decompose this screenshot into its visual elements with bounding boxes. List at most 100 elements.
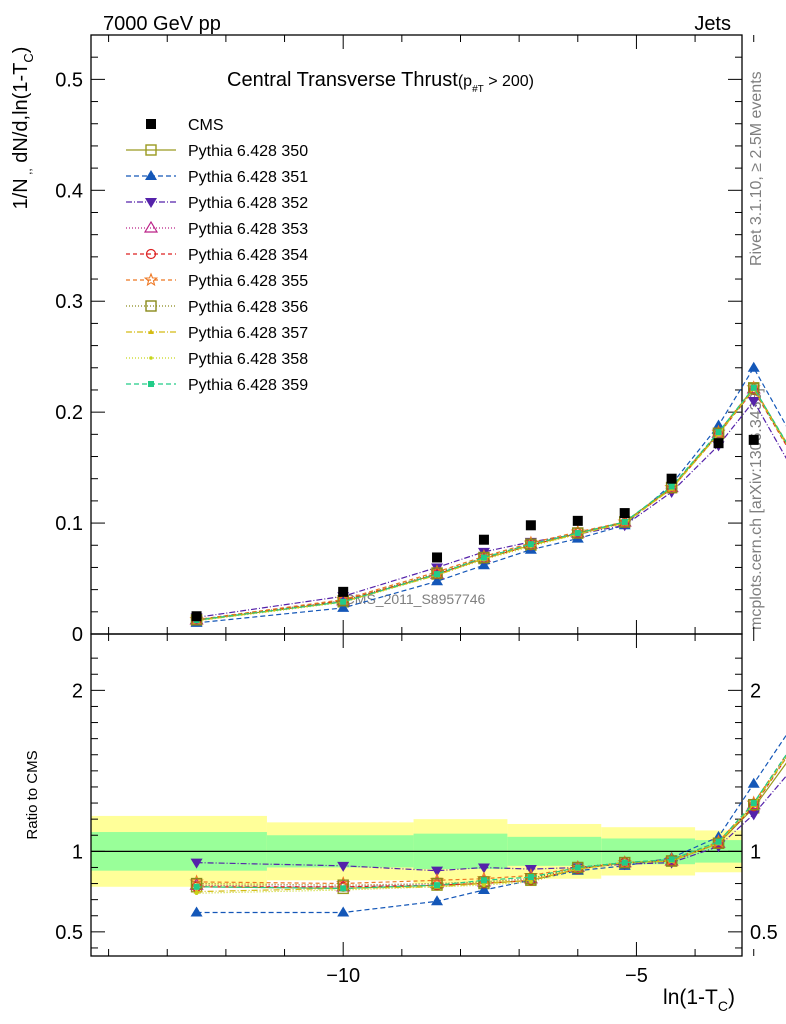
series-point: [712, 419, 725, 430]
series-line-3: [196, 400, 786, 618]
legend-label: Pythia 6.428 355: [188, 273, 308, 290]
ratio-point: [477, 883, 490, 894]
series-line-8: [196, 387, 786, 622]
ratio-panel: −10 −5 0.5 0.5 1 1 2 2: [55, 633, 786, 987]
ratio-line-6: [196, 753, 786, 885]
ratio-y-tick-label: 2: [72, 680, 83, 702]
series-line-10: [196, 386, 786, 621]
ratio-line-9: [196, 756, 786, 894]
legend-label: Pythia 6.428 357: [188, 325, 308, 342]
ratio-frame: [90, 633, 743, 957]
legend-label: CMS: [188, 117, 224, 134]
cms-point: [338, 586, 349, 597]
mcplots-label: mcplots.cern.ch [arXiv:1306.3436]: [748, 388, 765, 630]
ratio-point: [529, 880, 533, 884]
ratio-point: [193, 883, 200, 890]
header-left: 7000 GeV pp: [103, 13, 221, 35]
ratio-point: [190, 858, 203, 869]
rivet-label: Rivet 3.1.10, ≥ 2.5M events: [748, 71, 765, 266]
ratio-point: [477, 863, 490, 874]
ratio-point: [340, 885, 347, 892]
legend-marker: [145, 170, 157, 180]
series-point: [337, 601, 350, 612]
series-point: [477, 559, 490, 570]
cms-point: [748, 434, 759, 445]
ratio-point: [337, 861, 350, 872]
ratio-point: [715, 838, 722, 845]
ratio-point: [527, 874, 534, 881]
series-point: [480, 554, 487, 561]
cms-point: [619, 508, 630, 519]
ratio-y-axis-label: Ratio to CMS: [24, 750, 41, 839]
ratio-y-tick-label-right: 1: [750, 841, 761, 863]
series-line-2: [196, 366, 786, 624]
ratio-line-2: [196, 734, 786, 914]
y-tick-label: 0.5: [55, 69, 83, 91]
y-tick-label: 0.2: [55, 402, 83, 424]
legend-label: Pythia 6.428 352: [188, 195, 308, 212]
legend-marker: [148, 329, 154, 334]
ratio-point: [480, 877, 487, 884]
ratio-point: [337, 906, 350, 917]
ratio-point: [431, 895, 444, 906]
cms-point: [666, 473, 677, 484]
y-axis-label: 1/N ,, dN/d,ln(1-TC): [10, 47, 36, 210]
series-line-1: [196, 386, 786, 621]
ratio-point: [668, 856, 675, 863]
ratio-point: [747, 777, 760, 788]
main-panel: 0 0.1 0.2 0.3 0.4 0.5: [55, 34, 786, 956]
legend-marker: [149, 356, 153, 360]
series-line-9: [196, 387, 786, 622]
legend: CMS Pythia 6.428 350 Pythia 6.428 351 Pythi…: [126, 117, 308, 394]
cms-point: [432, 552, 443, 563]
legend-marker: [148, 381, 154, 387]
series-line-5: [196, 388, 786, 621]
ratio-point: [750, 800, 757, 807]
cms-point: [713, 438, 724, 449]
ratio-line-10: [196, 753, 786, 890]
x-tick-label: −5: [625, 965, 648, 987]
ratio-y-tick-label: 0.5: [55, 922, 83, 944]
chart-title: Central Transverse Thrust(p#T > 200): [227, 69, 534, 95]
ratio-point: [190, 906, 203, 917]
legend-label: Pythia 6.428 354: [188, 247, 308, 264]
legend-label: Pythia 6.428 353: [188, 221, 308, 238]
series-point: [747, 397, 760, 408]
x-axis-label: ln(1-TC): [663, 986, 735, 1014]
cms-point: [572, 515, 583, 526]
y-tick-label: 0.3: [55, 291, 83, 313]
ratio-point: [665, 855, 678, 867]
ratio-line-3: [196, 775, 786, 872]
series-point: [715, 429, 722, 436]
y-tick-label: 0: [72, 624, 83, 646]
ratio-point: [748, 798, 760, 811]
ratio-point: [431, 866, 444, 877]
legend-label: Pythia 6.428 350: [188, 143, 308, 160]
header-right: Jets: [694, 13, 731, 35]
y-tick-label: 0.1: [55, 513, 83, 535]
y-tick-label: 0.4: [55, 180, 83, 202]
ratio-y-tick-label-right: 0.5: [750, 922, 778, 944]
legend-marker: [145, 248, 157, 260]
legend-marker: [145, 300, 157, 312]
ratio-y-tick-label-right: 2: [750, 680, 761, 702]
ratio-point: [194, 891, 199, 896]
ratio-point: [482, 883, 486, 887]
series-point: [574, 530, 581, 537]
legend-label: Pythia 6.428 351: [188, 169, 308, 186]
ratio-y-tick-label: 1: [72, 841, 83, 863]
legend-label: Pythia 6.428 359: [188, 377, 308, 394]
legend-label: Pythia 6.428 356: [188, 299, 308, 316]
series-point: [750, 384, 757, 391]
series-point: [431, 575, 444, 586]
cms-point: [478, 534, 489, 545]
x-tick-label: −10: [326, 965, 360, 987]
series-point: [668, 483, 675, 490]
series-point: [748, 383, 760, 395]
series-point: [434, 571, 441, 578]
cms-point: [525, 520, 536, 531]
series-point: [340, 598, 347, 605]
series-point: [747, 361, 760, 372]
series-line-4: [196, 387, 786, 621]
